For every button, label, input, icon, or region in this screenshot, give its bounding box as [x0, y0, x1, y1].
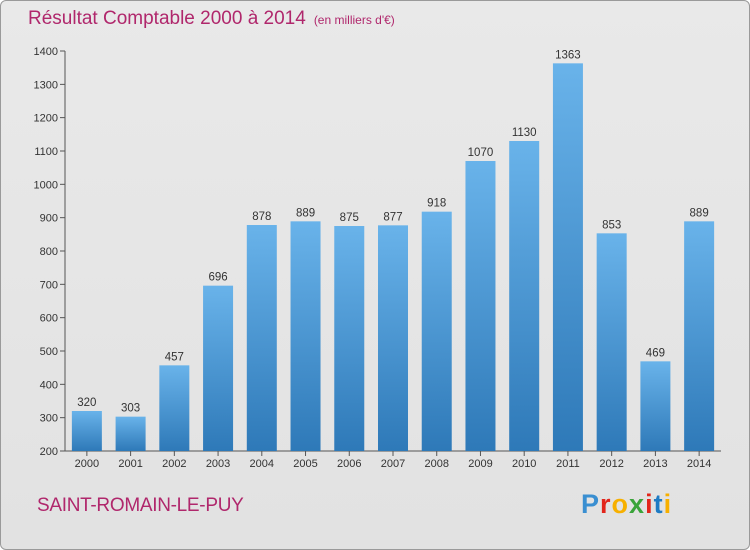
- chart-title-text: Résultat Comptable 2000 à 2014: [28, 8, 306, 29]
- logo-letter: i: [663, 489, 673, 519]
- logo-letter: x: [629, 489, 646, 519]
- bar-value-label: 875: [340, 212, 359, 224]
- bar-value-label: 853: [602, 219, 621, 231]
- x-tick-label: 2004: [250, 458, 274, 470]
- y-tick-label: 1400: [34, 46, 58, 58]
- y-tick-label: 1300: [34, 79, 58, 91]
- bar-value-label: 696: [208, 272, 227, 284]
- y-tick-label: 900: [40, 213, 58, 225]
- chart-unit: (en milliers d'€): [313, 13, 395, 27]
- x-tick-label: 2012: [599, 458, 623, 470]
- bar-2011: [552, 63, 583, 451]
- chart-title: Résultat Comptable 2000 à 2014 (en millie…: [28, 8, 395, 30]
- bar-2001: [115, 416, 146, 451]
- bar-2008: [421, 211, 452, 451]
- x-tick-label: 2009: [468, 458, 492, 470]
- bar-2003: [203, 285, 234, 451]
- place-name: SAINT-ROMAIN-LE-PUY: [37, 495, 244, 516]
- bar-2004: [246, 225, 277, 451]
- x-tick-label: 2000: [75, 458, 99, 470]
- bar-2010: [509, 141, 540, 451]
- y-tick-label: 1100: [34, 146, 58, 158]
- bar-value-label: 457: [165, 351, 184, 363]
- bar-2000: [71, 411, 102, 451]
- x-tick-label: 2003: [206, 458, 230, 470]
- y-tick-label: 600: [40, 313, 58, 325]
- bar-value-label: 877: [383, 211, 402, 223]
- logo-letter: o: [611, 489, 630, 519]
- bar-2014: [684, 221, 715, 451]
- bar-2013: [640, 361, 671, 451]
- x-tick-label: 2002: [162, 458, 186, 470]
- proxiti-logo: Proxiti: [581, 489, 672, 520]
- bar-value-label: 918: [427, 198, 446, 210]
- bar-2009: [465, 161, 496, 451]
- logo-letter: i: [645, 489, 654, 519]
- y-tick-label: 1200: [34, 113, 58, 125]
- x-tick-label: 2005: [293, 458, 317, 470]
- bar-value-label: 303: [121, 403, 140, 415]
- x-tick-label: 2007: [381, 458, 405, 470]
- x-tick-label: 2006: [337, 458, 361, 470]
- bar-value-label: 1130: [512, 127, 537, 139]
- x-tick-label: 2011: [556, 458, 580, 470]
- y-tick-label: 200: [40, 446, 58, 458]
- logo-letter: r: [600, 489, 612, 519]
- logo-letter: P: [581, 489, 601, 519]
- bar-2006: [334, 226, 365, 451]
- y-tick-label: 700: [40, 279, 58, 291]
- x-tick-label: 2008: [424, 458, 448, 470]
- x-tick-label: 2014: [687, 458, 711, 470]
- y-tick-label: 800: [40, 246, 58, 258]
- y-tick-label: 500: [40, 346, 58, 358]
- x-tick-label: 2013: [643, 458, 667, 470]
- bar-value-label: 878: [252, 211, 271, 223]
- x-tick-label: 2010: [512, 458, 536, 470]
- bar-2005: [290, 221, 321, 451]
- bar-value-label: 1363: [555, 49, 581, 61]
- bar-value-label: 889: [690, 207, 709, 219]
- bar-value-label: 1070: [468, 147, 494, 159]
- bar-2012: [596, 233, 627, 451]
- bar-2007: [378, 225, 408, 451]
- y-tick-label: 1000: [34, 179, 58, 191]
- x-tick-label: 2001: [118, 458, 142, 470]
- y-tick-label: 400: [40, 379, 58, 391]
- bar-value-label: 889: [296, 207, 315, 219]
- logo-letter: t: [653, 489, 664, 519]
- bar-2002: [159, 365, 190, 451]
- bar-value-label: 320: [77, 397, 96, 409]
- bar-value-label: 469: [646, 347, 665, 359]
- y-tick-label: 300: [40, 413, 58, 425]
